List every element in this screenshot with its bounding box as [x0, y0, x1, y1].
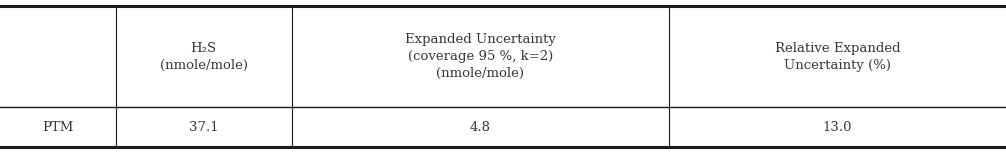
- Text: 13.0: 13.0: [823, 121, 852, 134]
- Text: PTM: PTM: [42, 121, 73, 134]
- Text: Relative Expanded
Uncertainty (%): Relative Expanded Uncertainty (%): [775, 42, 900, 72]
- Text: Expanded Uncertainty
(coverage 95 %, k=2)
(nmole/mole): Expanded Uncertainty (coverage 95 %, k=2…: [405, 33, 555, 80]
- Text: 37.1: 37.1: [189, 121, 218, 134]
- Text: 4.8: 4.8: [470, 121, 491, 134]
- Text: H₂S
(nmole/mole): H₂S (nmole/mole): [160, 42, 247, 72]
